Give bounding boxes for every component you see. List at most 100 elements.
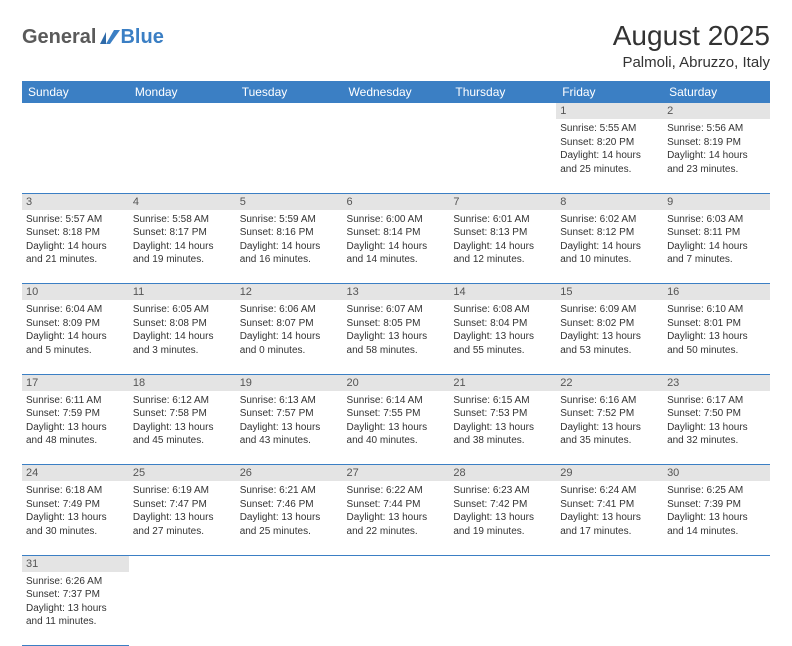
sunset-text: Sunset: 7:52 PM [560, 407, 659, 421]
day-body-cell [236, 572, 343, 646]
daylight-text: Daylight: 13 hours and 50 minutes. [667, 330, 766, 357]
day-number-cell: 14 [449, 284, 556, 301]
sunrise-text: Sunrise: 6:01 AM [453, 213, 552, 227]
day-number-cell: 4 [129, 193, 236, 210]
day-details: Sunrise: 6:12 AMSunset: 7:58 PMDaylight:… [129, 391, 236, 452]
sunset-text: Sunset: 8:18 PM [26, 226, 125, 240]
day-number-cell: 16 [663, 284, 770, 301]
daylight-text: Daylight: 13 hours and 25 minutes. [240, 511, 339, 538]
sunrise-text: Sunrise: 5:56 AM [667, 122, 766, 136]
day-number-cell [22, 103, 129, 119]
daylight-text: Daylight: 13 hours and 19 minutes. [453, 511, 552, 538]
sunset-text: Sunset: 8:08 PM [133, 317, 232, 331]
day-number-row: 24252627282930 [22, 465, 770, 482]
day-body-cell: Sunrise: 6:24 AMSunset: 7:41 PMDaylight:… [556, 481, 663, 555]
daylight-text: Daylight: 14 hours and 10 minutes. [560, 240, 659, 267]
day-body-cell: Sunrise: 6:11 AMSunset: 7:59 PMDaylight:… [22, 391, 129, 465]
day-body-cell: Sunrise: 6:25 AMSunset: 7:39 PMDaylight:… [663, 481, 770, 555]
day-number-cell: 21 [449, 374, 556, 391]
day-number-cell: 11 [129, 284, 236, 301]
day-details: Sunrise: 6:11 AMSunset: 7:59 PMDaylight:… [22, 391, 129, 452]
sunrise-text: Sunrise: 6:16 AM [560, 394, 659, 408]
daylight-text: Daylight: 14 hours and 7 minutes. [667, 240, 766, 267]
day-number-cell: 7 [449, 193, 556, 210]
sunset-text: Sunset: 8:19 PM [667, 136, 766, 150]
day-number-row: 17181920212223 [22, 374, 770, 391]
sunset-text: Sunset: 7:47 PM [133, 498, 232, 512]
sunrise-text: Sunrise: 6:06 AM [240, 303, 339, 317]
sunrise-text: Sunrise: 5:58 AM [133, 213, 232, 227]
daylight-text: Daylight: 14 hours and 23 minutes. [667, 149, 766, 176]
flag-icon [100, 30, 120, 44]
day-number-cell: 3 [22, 193, 129, 210]
weekday-header: Monday [129, 81, 236, 103]
sunset-text: Sunset: 7:58 PM [133, 407, 232, 421]
daylight-text: Daylight: 14 hours and 3 minutes. [133, 330, 232, 357]
sunrise-text: Sunrise: 6:10 AM [667, 303, 766, 317]
day-body-cell [343, 119, 450, 193]
daylight-text: Daylight: 13 hours and 35 minutes. [560, 421, 659, 448]
day-number-cell: 8 [556, 193, 663, 210]
sunset-text: Sunset: 8:20 PM [560, 136, 659, 150]
day-details: Sunrise: 6:16 AMSunset: 7:52 PMDaylight:… [556, 391, 663, 452]
day-body-cell: Sunrise: 6:14 AMSunset: 7:55 PMDaylight:… [343, 391, 450, 465]
day-body-cell: Sunrise: 6:18 AMSunset: 7:49 PMDaylight:… [22, 481, 129, 555]
sunset-text: Sunset: 7:55 PM [347, 407, 446, 421]
sunrise-text: Sunrise: 6:09 AM [560, 303, 659, 317]
day-body-cell [129, 119, 236, 193]
day-body-cell: Sunrise: 6:12 AMSunset: 7:58 PMDaylight:… [129, 391, 236, 465]
day-body-cell: Sunrise: 6:21 AMSunset: 7:46 PMDaylight:… [236, 481, 343, 555]
day-body-cell: Sunrise: 6:22 AMSunset: 7:44 PMDaylight:… [343, 481, 450, 555]
day-number-cell: 17 [22, 374, 129, 391]
daylight-text: Daylight: 14 hours and 19 minutes. [133, 240, 232, 267]
day-details: Sunrise: 5:58 AMSunset: 8:17 PMDaylight:… [129, 210, 236, 271]
day-number-cell: 31 [22, 555, 129, 572]
day-body-cell [556, 572, 663, 646]
day-details: Sunrise: 6:03 AMSunset: 8:11 PMDaylight:… [663, 210, 770, 271]
day-number-cell [236, 555, 343, 572]
day-details: Sunrise: 5:57 AMSunset: 8:18 PMDaylight:… [22, 210, 129, 271]
day-details: Sunrise: 6:18 AMSunset: 7:49 PMDaylight:… [22, 481, 129, 542]
day-details: Sunrise: 6:23 AMSunset: 7:42 PMDaylight:… [449, 481, 556, 542]
day-body-cell: Sunrise: 6:09 AMSunset: 8:02 PMDaylight:… [556, 300, 663, 374]
sunrise-text: Sunrise: 5:55 AM [560, 122, 659, 136]
day-body-cell: Sunrise: 6:19 AMSunset: 7:47 PMDaylight:… [129, 481, 236, 555]
day-body-cell: Sunrise: 6:23 AMSunset: 7:42 PMDaylight:… [449, 481, 556, 555]
weekday-header: Wednesday [343, 81, 450, 103]
daylight-text: Daylight: 13 hours and 32 minutes. [667, 421, 766, 448]
day-number-cell: 24 [22, 465, 129, 482]
sunset-text: Sunset: 7:53 PM [453, 407, 552, 421]
day-details: Sunrise: 6:15 AMSunset: 7:53 PMDaylight:… [449, 391, 556, 452]
daylight-text: Daylight: 13 hours and 43 minutes. [240, 421, 339, 448]
day-details: Sunrise: 5:59 AMSunset: 8:16 PMDaylight:… [236, 210, 343, 271]
weekday-header: Sunday [22, 81, 129, 103]
daylight-text: Daylight: 14 hours and 0 minutes. [240, 330, 339, 357]
day-number-cell: 10 [22, 284, 129, 301]
day-body-cell: Sunrise: 6:10 AMSunset: 8:01 PMDaylight:… [663, 300, 770, 374]
day-body-cell [22, 119, 129, 193]
day-details: Sunrise: 6:24 AMSunset: 7:41 PMDaylight:… [556, 481, 663, 542]
day-body-cell [343, 572, 450, 646]
day-number-cell: 12 [236, 284, 343, 301]
day-body-cell [129, 572, 236, 646]
day-body-cell: Sunrise: 6:04 AMSunset: 8:09 PMDaylight:… [22, 300, 129, 374]
day-number-cell [236, 103, 343, 119]
sunrise-text: Sunrise: 6:11 AM [26, 394, 125, 408]
day-details: Sunrise: 6:10 AMSunset: 8:01 PMDaylight:… [663, 300, 770, 361]
day-details: Sunrise: 6:00 AMSunset: 8:14 PMDaylight:… [343, 210, 450, 271]
logo-text-2: Blue [120, 26, 163, 49]
sunset-text: Sunset: 7:50 PM [667, 407, 766, 421]
day-details: Sunrise: 6:26 AMSunset: 7:37 PMDaylight:… [22, 572, 129, 633]
sunrise-text: Sunrise: 6:13 AM [240, 394, 339, 408]
day-body-cell: Sunrise: 6:05 AMSunset: 8:08 PMDaylight:… [129, 300, 236, 374]
sunrise-text: Sunrise: 6:08 AM [453, 303, 552, 317]
day-body-cell: Sunrise: 6:02 AMSunset: 8:12 PMDaylight:… [556, 210, 663, 284]
day-body-cell [449, 119, 556, 193]
day-body-row: Sunrise: 6:11 AMSunset: 7:59 PMDaylight:… [22, 391, 770, 465]
day-number-cell [129, 103, 236, 119]
day-body-row: Sunrise: 6:18 AMSunset: 7:49 PMDaylight:… [22, 481, 770, 555]
day-number-cell: 20 [343, 374, 450, 391]
day-number-row: 3456789 [22, 193, 770, 210]
logo-text-1: General [22, 26, 96, 49]
day-details: Sunrise: 6:09 AMSunset: 8:02 PMDaylight:… [556, 300, 663, 361]
